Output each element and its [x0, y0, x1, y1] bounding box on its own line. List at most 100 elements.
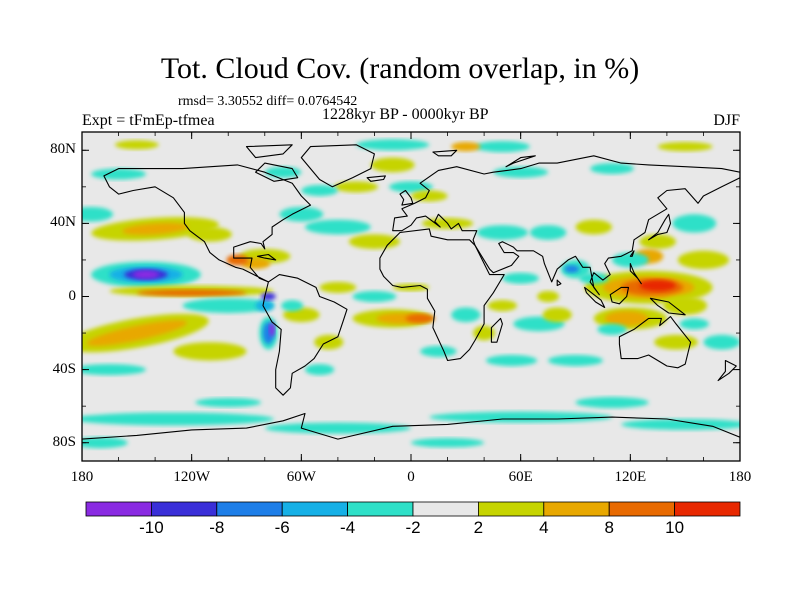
- anomaly-blob: [122, 222, 188, 235]
- lon-tick-label: 60E: [508, 469, 533, 485]
- lat-tick-label: 80S: [52, 433, 76, 450]
- anomaly-blob: [487, 300, 518, 312]
- coastline-ellesmere: [245, 144, 293, 159]
- coastline-sri-lanka: [556, 279, 562, 287]
- coastline-new-guinea: [649, 297, 686, 316]
- colorbar-label: 10: [665, 518, 685, 537]
- lon-tick-label: 180: [728, 469, 752, 485]
- anomaly-blob: [356, 139, 430, 151]
- coastline-philippines: [629, 263, 642, 285]
- lon-tick-label: 0: [407, 469, 415, 485]
- colorbar-box: [85, 501, 152, 517]
- coastline-north-america: [103, 164, 312, 283]
- lon-tick-label: 120E: [614, 469, 647, 485]
- coastline-japan: [648, 213, 672, 241]
- anomaly-blob: [241, 258, 271, 270]
- anomaly-blob: [283, 307, 320, 323]
- anomaly-blob: [639, 280, 677, 292]
- coastline-novaya-zemlya: [505, 155, 536, 168]
- coastline-africa: [379, 228, 505, 362]
- anomaly-blob: [473, 325, 496, 341]
- anomaly-blob: [677, 250, 730, 270]
- colorbar-label: -2: [405, 518, 421, 537]
- lon-tick-label: 120W: [173, 469, 210, 485]
- anomaly-blob: [334, 181, 379, 193]
- anomaly-blob: [579, 272, 609, 284]
- anomaly-blob: [575, 397, 649, 408]
- anomaly-blob: [654, 334, 698, 350]
- anomaly-blob: [405, 313, 435, 324]
- anomaly-blob: [411, 438, 485, 448]
- anomaly-blob: [314, 334, 344, 350]
- anomaly-blob: [370, 157, 415, 173]
- anomaly-blob: [639, 234, 677, 249]
- anomaly-blob: [86, 320, 187, 346]
- colorbar-box: [543, 501, 610, 517]
- colorbar-label: 2: [473, 518, 484, 537]
- anomaly-blob: [451, 142, 481, 152]
- anomaly-blob: [703, 334, 740, 350]
- anomaly-blob: [575, 219, 613, 235]
- anomaly-blob: [352, 291, 397, 302]
- anomaly-blob: [451, 307, 481, 323]
- stats-text: rmsd= 3.30552 diff= 0.0764542: [178, 94, 358, 109]
- anomaly-blob: [564, 265, 580, 273]
- colorbar-label: -10: [139, 518, 164, 537]
- coastline-europe-asia: [392, 155, 740, 296]
- anomaly-blob: [476, 225, 528, 240]
- axis-ticks: [81, 132, 741, 461]
- colorbar-box: [674, 501, 741, 517]
- anomaly-blob: [657, 142, 713, 152]
- anomaly-blob: [264, 166, 302, 178]
- season-label: DJF: [713, 112, 740, 129]
- coastline-antarctica: [82, 412, 740, 461]
- colorbar-label: -6: [274, 518, 290, 537]
- colorbar: [85, 501, 741, 517]
- coastline-new-zealand: [717, 359, 737, 382]
- anomaly-blob: [173, 342, 247, 361]
- anomaly-blob: [82, 412, 274, 426]
- anomaly-blob: [281, 300, 304, 312]
- coastline-uk: [399, 189, 414, 206]
- anomaly-blob: [269, 322, 275, 337]
- anomaly-blob: [82, 206, 114, 222]
- coastline-sumatra: [584, 286, 606, 309]
- anomaly-blob: [136, 289, 247, 297]
- coastline-svalbard: [432, 149, 458, 157]
- coastlines: [82, 144, 740, 461]
- anomaly-blob: [590, 163, 634, 175]
- anomaly-blob: [82, 437, 128, 449]
- anomaly-blob: [537, 291, 560, 302]
- colorbar-box: [347, 501, 414, 517]
- colorbar-label: 4: [539, 518, 549, 537]
- anomaly-blob: [304, 219, 371, 235]
- anomaly-blob: [502, 272, 539, 284]
- lat-tick-label: 80N: [50, 141, 76, 158]
- lon-tick-label: 60W: [286, 469, 316, 485]
- colorbar-box: [477, 501, 545, 517]
- colorbar-label: -8: [209, 518, 225, 537]
- anomaly-blob: [604, 311, 649, 326]
- colorbar-box: [281, 501, 349, 517]
- colorbar-box: [150, 501, 218, 517]
- coastline-australia: [618, 316, 692, 369]
- lon-tick-label: 180: [70, 469, 94, 485]
- experiment-label: Expt = tFmEp-tfmea: [82, 112, 215, 129]
- anomaly-blob: [542, 307, 572, 323]
- anomaly-blob: [91, 168, 146, 180]
- anomaly-blob: [411, 190, 448, 202]
- anomaly-blob: [429, 411, 613, 423]
- anomaly-blob: [474, 141, 530, 153]
- coastline-iceland: [366, 175, 386, 182]
- colorbar-box: [608, 501, 676, 517]
- anomaly-blob: [182, 298, 274, 313]
- coastline-south-america: [262, 274, 348, 396]
- coastline-madagascar: [490, 317, 503, 343]
- anomaly-blob: [319, 281, 357, 293]
- anomaly-blob: [485, 354, 538, 366]
- anomaly-blob: [548, 354, 603, 366]
- anomaly-blob: [348, 234, 401, 249]
- anomaly-blob: [226, 254, 249, 266]
- coastline-taiwan: [629, 250, 635, 257]
